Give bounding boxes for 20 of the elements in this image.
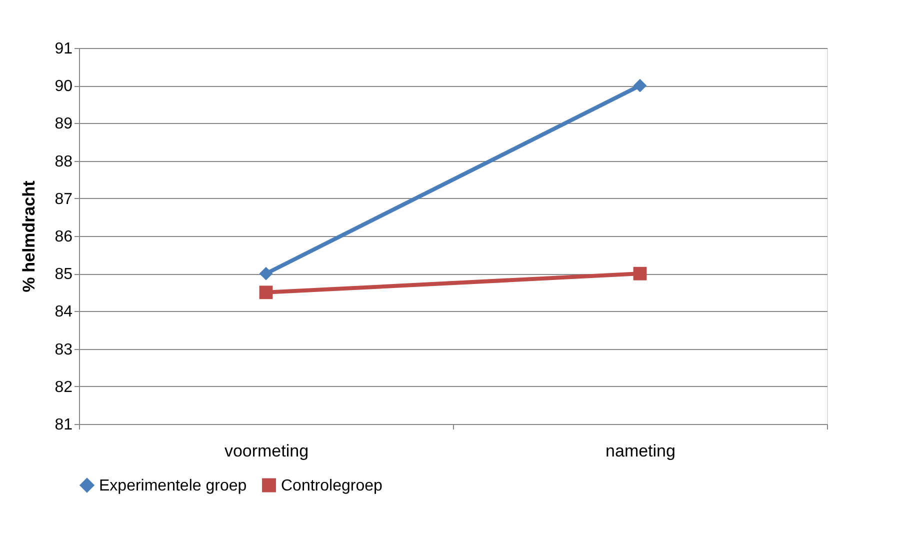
point (633, 78, 647, 92)
y-tick-label: 85 (54, 266, 73, 284)
y-tick-label: 83 (54, 341, 73, 358)
point (259, 266, 273, 280)
x-tick-label: voormeting (224, 442, 309, 460)
y-tick-label: 81 (54, 416, 73, 434)
x-tick-label: nameting (606, 442, 676, 460)
y-tick-label: 91 (54, 40, 73, 58)
y-tick-label: 88 (54, 153, 73, 170)
y-tick-label: 90 (54, 78, 73, 96)
y-axis-title: % helmdracht (20, 180, 39, 292)
y-tick-label: 87 (54, 190, 73, 208)
legend-label: Controlegroep (281, 477, 382, 494)
y-tick-label: 84 (54, 304, 73, 321)
y-tick-label: 89 (54, 116, 73, 133)
y-tick-label: 86 (54, 228, 73, 246)
point (259, 286, 273, 300)
legend-label: Experimentele groep (99, 477, 247, 494)
y-tick-label: 82 (54, 378, 73, 396)
point (633, 266, 647, 280)
